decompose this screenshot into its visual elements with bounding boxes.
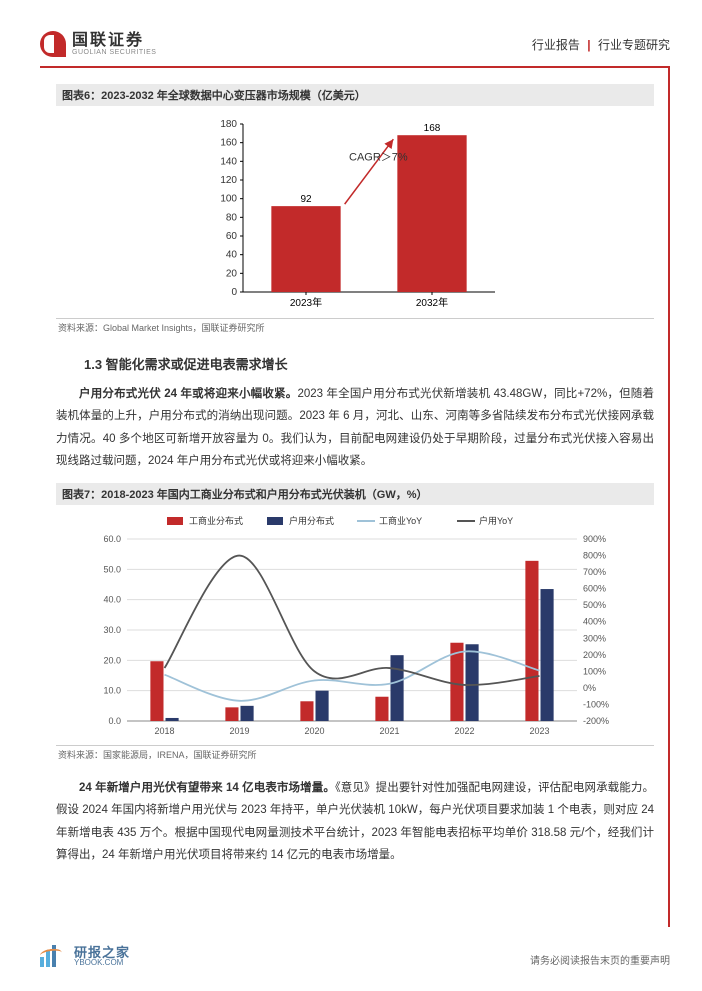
svg-text:180: 180: [220, 119, 237, 130]
fig6-chart-wrap: 0 20 40 60 80 100 120 140 160 180 92 2023年 168 2032年 C…: [56, 106, 654, 318]
svg-text:500%: 500%: [583, 600, 606, 610]
svg-text:2022: 2022: [454, 726, 474, 736]
svg-text:100%: 100%: [583, 666, 606, 676]
logo-text-en: GUOLIAN SECURITIES: [72, 49, 156, 56]
header-separator: |: [587, 38, 590, 52]
svg-text:168: 168: [424, 123, 441, 134]
paragraph-1: 户用分布式光伏 24 年或将迎来小幅收紧。2023 年全国户用分布式光伏新增装机…: [56, 383, 654, 473]
fig6-chart: 0 20 40 60 80 100 120 140 160 180 92 2023年 168 2032年 C…: [205, 114, 505, 314]
watermark-cn: 研报之家: [74, 946, 130, 959]
paragraph-2: 24 年新增户用光伏有望带来 14 亿电表市场增量。《意见》提出要针对性加强配电…: [56, 777, 654, 867]
fig7-chart-wrap: 0.0 10.0 20.0 30.0 40.0 50.0 60.0 -200% -100% 0% 1…: [56, 505, 654, 745]
fig7-chart: 0.0 10.0 20.0 30.0 40.0 50.0 60.0 -200% -100% 0% 1…: [85, 511, 625, 741]
logo-icon: [40, 31, 66, 57]
logo: 国联证券 GUOLIAN SECURITIES: [40, 31, 156, 57]
svg-text:60.0: 60.0: [103, 534, 121, 544]
footer-note: 请务必阅读报告末页的重要声明: [530, 952, 670, 967]
svg-text:300%: 300%: [583, 633, 606, 643]
fig6-title: 图表6：2023-2032 年全球数据中心变压器市场规模（亿美元）: [56, 84, 654, 106]
content: 图表6：2023-2032 年全球数据中心变压器市场规模（亿美元） 0 20 40 6…: [56, 84, 654, 876]
svg-text:900%: 900%: [583, 534, 606, 544]
svg-text:2023年: 2023年: [290, 296, 322, 309]
fig7-title: 图表7：2018-2023 年国内工商业分布式和户用分布式光伏装机（GW，%）: [56, 483, 654, 505]
page-footer: 研报之家 YBOOK.COM 请务必阅读报告末页的重要声明: [40, 945, 670, 967]
svg-text:200%: 200%: [583, 650, 606, 660]
svg-text:92: 92: [300, 194, 312, 205]
svg-text:0: 0: [231, 287, 237, 298]
svg-text:2021: 2021: [379, 726, 399, 736]
svg-text:60: 60: [226, 231, 238, 242]
header-category: 行业报告 | 行业专题研究: [532, 36, 670, 53]
svg-text:20.0: 20.0: [103, 655, 121, 665]
svg-text:2018: 2018: [154, 726, 174, 736]
svg-text:户用YoY: 户用YoY: [479, 515, 513, 526]
svg-text:2023: 2023: [529, 726, 549, 736]
para2-bold: 24 年新增户用光伏有望带来 14 亿电表市场增量。: [79, 782, 335, 794]
svg-text:140: 140: [220, 156, 237, 167]
svg-text:50.0: 50.0: [103, 564, 121, 574]
logo-text-cn: 国联证券: [72, 33, 156, 49]
svg-text:-200%: -200%: [583, 716, 609, 726]
svg-text:80: 80: [226, 212, 238, 223]
svg-text:-100%: -100%: [583, 699, 609, 709]
svg-text:工商业分布式: 工商业分布式: [189, 515, 243, 526]
svg-text:2020: 2020: [304, 726, 324, 736]
svg-text:2019: 2019: [229, 726, 249, 736]
svg-text:800%: 800%: [583, 550, 606, 560]
svg-text:户用分布式: 户用分布式: [289, 515, 334, 526]
section-1-3-heading: 1.3 智能化需求或促进电表需求增长: [84, 354, 654, 373]
svg-text:400%: 400%: [583, 616, 606, 626]
svg-text:30.0: 30.0: [103, 625, 121, 635]
svg-text:600%: 600%: [583, 583, 606, 593]
svg-text:工商业YoY: 工商业YoY: [379, 515, 422, 526]
svg-text:CAGR＞7%: CAGR＞7%: [349, 152, 408, 164]
watermark-en: YBOOK.COM: [74, 959, 130, 967]
fig7-source: 资料来源：国家能源局，IRENA，国联证券研究所: [56, 745, 654, 763]
header-cat-right: 行业专题研究: [598, 38, 670, 52]
svg-text:40: 40: [226, 250, 238, 261]
watermark-icon: [40, 945, 68, 967]
watermark: 研报之家 YBOOK.COM: [40, 945, 130, 967]
header-cat-left: 行业报告: [532, 38, 580, 52]
svg-text:10.0: 10.0: [103, 685, 121, 695]
svg-text:20: 20: [226, 268, 238, 279]
svg-text:2032年: 2032年: [416, 296, 448, 309]
page-header: 国联证券 GUOLIAN SECURITIES 行业报告 | 行业专题研究: [40, 24, 670, 64]
svg-text:0.0: 0.0: [108, 716, 121, 726]
svg-text:0%: 0%: [583, 683, 596, 693]
figure-6: 图表6：2023-2032 年全球数据中心变压器市场规模（亿美元） 0 20 40 6…: [56, 84, 654, 336]
svg-text:120: 120: [220, 175, 237, 186]
fig6-source: 资料来源：Global Market Insights，国联证券研究所: [56, 318, 654, 336]
svg-text:700%: 700%: [583, 567, 606, 577]
svg-text:100: 100: [220, 194, 237, 205]
figure-7: 图表7：2018-2023 年国内工商业分布式和户用分布式光伏装机（GW，%） …: [56, 483, 654, 763]
svg-text:160: 160: [220, 138, 237, 149]
para1-bold: 户用分布式光伏 24 年或将迎来小幅收紧。: [79, 388, 297, 400]
svg-text:40.0: 40.0: [103, 594, 121, 604]
